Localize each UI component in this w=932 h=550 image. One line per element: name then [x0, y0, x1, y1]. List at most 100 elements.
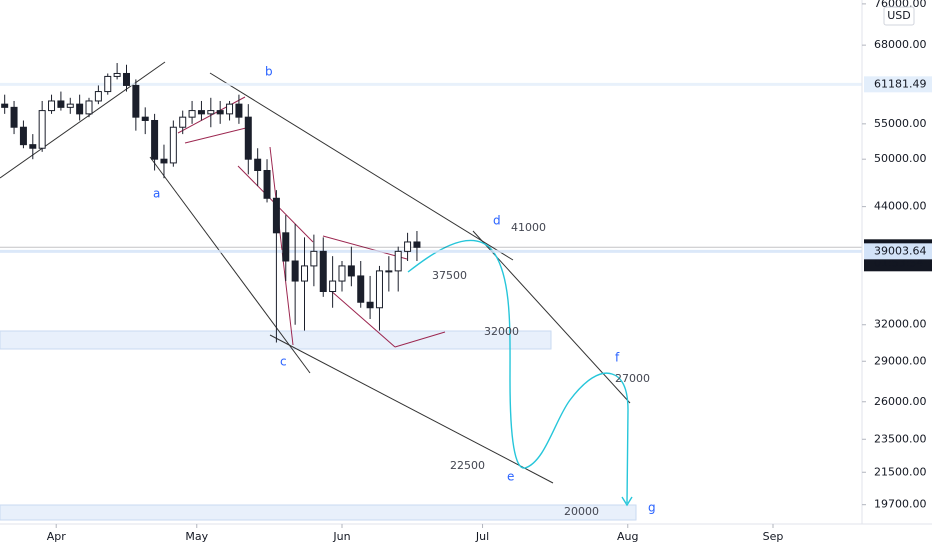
- candle-body: [272, 197, 280, 234]
- candle-body: [197, 110, 205, 115]
- candle-body: [347, 265, 355, 277]
- trend-line: [0, 61, 166, 179]
- trend-line: [149, 156, 311, 374]
- candle-body: [291, 260, 299, 282]
- drawings: [0, 61, 633, 507]
- candle-body: [94, 91, 102, 102]
- price-label: 39003.64: [874, 244, 927, 257]
- pattern-line: [394, 331, 446, 348]
- pattern-line: [329, 289, 396, 348]
- x-tick-label: Jul: [475, 530, 489, 543]
- candle-body: [188, 110, 196, 118]
- price-countdown: 01:53:54: [874, 256, 923, 269]
- annotation: g: [648, 501, 656, 515]
- axes: 76000.00 68000.00 55000.00 50000.00 44000.00…: [47, 0, 932, 543]
- annotation: 22500: [450, 459, 485, 472]
- candle-body: [301, 265, 309, 282]
- candle-body: [122, 72, 130, 86]
- y-tick-label: 76000.00: [874, 0, 927, 10]
- price-label: 61181.49: [874, 77, 927, 90]
- trend-line: [209, 72, 514, 261]
- candle-body: [66, 103, 74, 108]
- candles: [1, 63, 421, 343]
- candle-body: [366, 301, 374, 309]
- y-tick-label: 19700.00: [874, 498, 927, 511]
- candle-body: [375, 270, 383, 309]
- y-tick-label: 44000.00: [874, 200, 927, 213]
- candle-body: [385, 270, 393, 273]
- candle-body: [404, 241, 412, 252]
- target-zone: [0, 504, 637, 521]
- candle-body: [151, 119, 159, 160]
- pattern-line: [269, 146, 294, 346]
- candle-body: [104, 75, 112, 93]
- annotation: 32000: [484, 325, 519, 338]
- candle-body: [263, 169, 271, 199]
- candle-body: [85, 100, 93, 115]
- candle-body: [160, 158, 168, 164]
- price-label-box: [864, 76, 932, 93]
- candle-body: [207, 110, 215, 115]
- candle-body: [226, 103, 234, 115]
- price-lines: [0, 82, 862, 253]
- y-tick-label: 29000.00: [874, 354, 927, 367]
- candle-body: [76, 103, 84, 115]
- y-tick-label: 32000.00: [874, 318, 927, 331]
- y-tick-label: 50000.00: [874, 152, 927, 165]
- currency: USD: [887, 9, 911, 22]
- trend-line: [269, 334, 554, 484]
- price-label-box: [864, 243, 932, 260]
- zones: [0, 330, 637, 521]
- pattern-line: [322, 235, 408, 260]
- candle-body: [244, 116, 252, 160]
- candle-body: [1, 103, 9, 108]
- candle-body: [310, 250, 318, 267]
- annotation: e: [507, 470, 514, 484]
- candle-body: [235, 103, 243, 118]
- candle-body: [57, 100, 65, 108]
- y-tick-label: 68000.00: [874, 38, 927, 51]
- y-tick-label: 55000.00: [874, 117, 927, 130]
- candle-body: [394, 250, 402, 272]
- annotation: 41000: [511, 221, 546, 234]
- candle-body: [169, 126, 177, 164]
- candle-body: [132, 84, 140, 118]
- x-tick-label: Apr: [47, 530, 67, 543]
- projection-arrow: [621, 496, 633, 507]
- pattern-line: [177, 96, 246, 134]
- annotation: b: [265, 65, 273, 79]
- candle-body: [329, 280, 337, 293]
- annotation: d: [493, 214, 501, 228]
- y-tick-label: 21500.00: [874, 465, 927, 478]
- candle-body: [319, 250, 327, 293]
- candle-body: [216, 110, 224, 115]
- x-tick-label: Aug: [617, 530, 638, 543]
- y-tick-label: 26000.00: [874, 395, 927, 408]
- candle-body: [254, 158, 262, 171]
- trend-line: [472, 230, 631, 404]
- candle-body: [10, 106, 18, 128]
- candle-body: [357, 275, 365, 303]
- candle-body: [29, 144, 37, 149]
- annotation: 20000: [564, 505, 599, 518]
- currency-box: [883, 6, 915, 26]
- candle-body: [413, 241, 421, 248]
- annotation: f: [615, 351, 620, 365]
- annotations: a b c d e f g 41000 37500 32000 27000 22500 20000: [153, 65, 656, 519]
- x-tick-label: Jun: [332, 530, 350, 543]
- candle-body: [19, 126, 27, 146]
- candle-body: [179, 116, 187, 128]
- candle-body: [338, 265, 346, 282]
- annotation: 27000: [615, 372, 650, 385]
- annotation: a: [153, 187, 160, 201]
- annotation: 37500: [432, 269, 467, 282]
- x-tick-label: Sep: [763, 530, 784, 543]
- y-tick-label: 23500.00: [874, 432, 927, 445]
- candle-body: [282, 232, 290, 262]
- x-tick-label: May: [185, 530, 208, 543]
- candle-body: [48, 100, 56, 112]
- candle-body: [113, 72, 121, 77]
- candle-body: [141, 116, 149, 121]
